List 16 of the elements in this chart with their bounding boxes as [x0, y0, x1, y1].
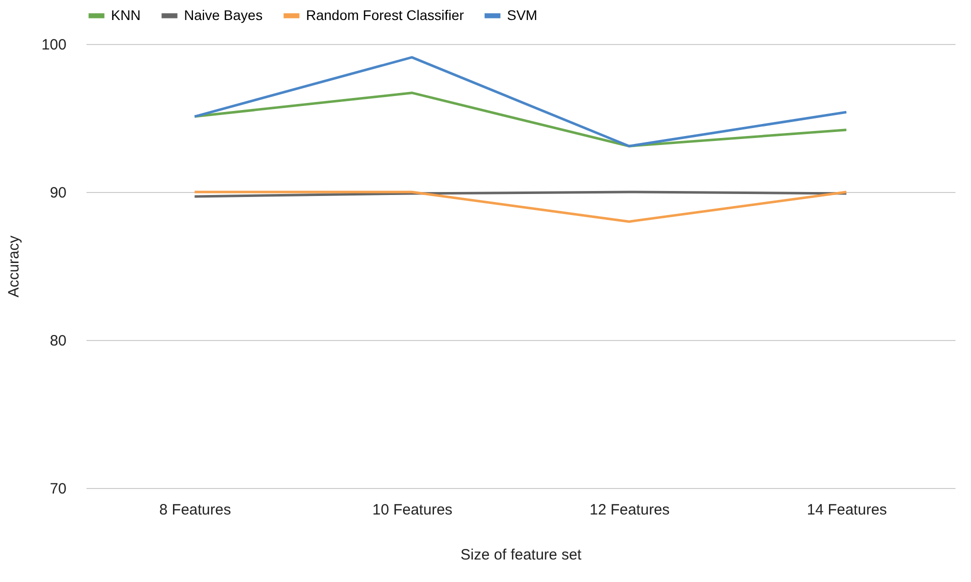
y-tick-label: 90 [50, 184, 66, 202]
line-series [193, 92, 848, 148]
y-tick-label: 100 [41, 36, 66, 54]
legend-label: Naive Bayes [184, 6, 263, 23]
x-axis-title: Size of feature set [460, 546, 582, 564]
x-tick-label: 10 Features [372, 502, 452, 518]
y-axis-title: Accuracy [5, 235, 22, 298]
legend-label: KNN [111, 6, 141, 23]
x-tick-label: 12 Features [590, 502, 670, 518]
legend-label: Random Forest Classifier [306, 6, 464, 23]
x-tick-label: 14 Features [806, 502, 887, 518]
line-series [193, 56, 848, 148]
legend-label: SVM [507, 6, 538, 23]
y-tick-label: 70 [50, 480, 66, 498]
x-tick-label: 8 Features [159, 502, 231, 518]
y-tick-label: 80 [50, 332, 66, 350]
